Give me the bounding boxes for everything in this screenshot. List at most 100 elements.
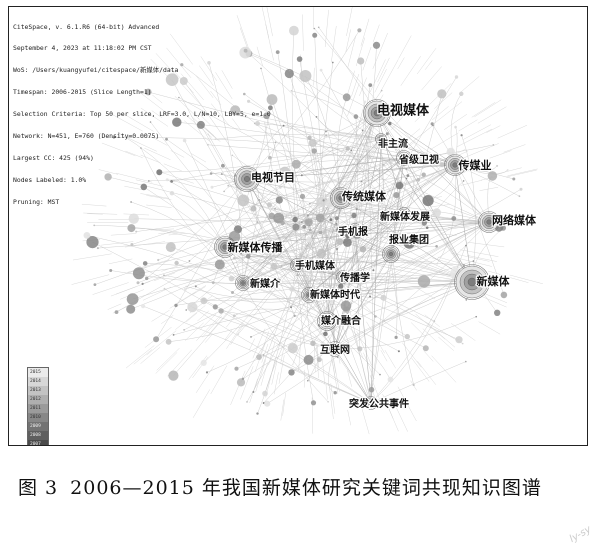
co-occurrence-edge (242, 199, 280, 284)
keyword-node (141, 282, 144, 285)
keyword-hub-node (307, 293, 311, 297)
co-occurrence-edge (196, 75, 214, 99)
legend-year: 2009 (28, 422, 48, 431)
co-occurrence-edge (417, 360, 437, 385)
keyword-node (316, 196, 327, 208)
co-occurrence-edge (354, 229, 361, 349)
keyword-node (498, 276, 500, 278)
co-occurrence-edge (97, 221, 490, 249)
co-occurrence-edge (192, 356, 209, 379)
co-occurrence-edge (347, 35, 356, 67)
keyword-node (279, 240, 283, 244)
keyword-hub-node (467, 277, 477, 287)
keyword-node (212, 304, 218, 310)
keyword-node (345, 146, 350, 151)
keyword-node (465, 299, 468, 301)
info-line: Largest CC: 425 (94%) (13, 153, 94, 162)
figure-title: 2006—2015 年我国新媒体研究关键词共现知识图谱 (70, 477, 542, 499)
keyword-label: 网络媒体 (492, 213, 537, 227)
keyword-hub-node (389, 252, 393, 256)
co-occurrence-edge (168, 233, 188, 236)
watermark: ly-sy (567, 523, 594, 546)
keyword-node (165, 242, 176, 253)
keyword-node (268, 105, 273, 111)
co-occurrence-edge (266, 7, 273, 37)
keyword-node (405, 177, 408, 180)
keyword-node (206, 143, 209, 146)
co-occurrence-edge (325, 9, 329, 47)
keyword-node (395, 181, 404, 190)
keyword-node (329, 218, 333, 222)
keyword-node (312, 32, 318, 38)
keyword-node (140, 183, 148, 191)
keyword-node (336, 356, 339, 359)
co-occurrence-edge (173, 281, 473, 336)
co-occurrence-edge (430, 204, 450, 208)
keyword-node (374, 315, 377, 318)
co-occurrence-edge (146, 178, 248, 279)
co-occurrence-edge (427, 323, 456, 348)
co-occurrence-edge (260, 362, 268, 386)
keyword-node (432, 208, 442, 217)
co-occurrence-edge (226, 312, 238, 328)
keyword-node (280, 220, 285, 226)
keyword-hub-node (486, 219, 492, 225)
keyword-node (273, 212, 285, 224)
keyword-node (221, 163, 225, 168)
network-map: 电视媒体 非主流 省级卫视 传媒业 电视节目 传统媒体 新媒体发展 网络媒体 手机报 报业集团 新媒… (8, 6, 588, 446)
keyword-node (257, 268, 261, 272)
keyword-node (327, 401, 329, 403)
keyword-hub-node (369, 401, 373, 405)
co-occurrence-edge (316, 116, 382, 140)
co-occurrence-edge (429, 132, 459, 151)
keyword-node (460, 134, 463, 137)
co-occurrence-edge (347, 370, 352, 387)
co-occurrence-edge (456, 128, 493, 148)
co-occurrence-edge (403, 144, 494, 159)
co-occurrence-edge (257, 264, 298, 414)
keyword-node (149, 121, 152, 123)
keyword-node (264, 284, 267, 288)
co-occurrence-edge (331, 25, 337, 63)
co-occurrence-edge (407, 104, 420, 117)
keyword-node (126, 293, 139, 305)
keyword-node (303, 354, 314, 365)
keyword-node (209, 172, 213, 175)
keyword-node (231, 154, 234, 157)
co-occurrence-edge (184, 120, 212, 143)
co-occurrence-edge (92, 282, 129, 295)
co-occurrence-edge (314, 345, 316, 372)
co-occurrence-edge (438, 336, 454, 351)
co-occurrence-edge (403, 157, 473, 283)
co-occurrence-edge (401, 103, 411, 115)
keyword-label: 手机报 (338, 225, 368, 238)
co-occurrence-edge (296, 264, 463, 344)
keyword-node (310, 400, 317, 406)
keyword-node (239, 46, 252, 59)
co-occurrence-edge (414, 111, 427, 123)
co-occurrence-edge (230, 239, 344, 278)
keyword-node (200, 297, 208, 305)
co-occurrence-edge (433, 101, 463, 124)
co-occurrence-edge (337, 201, 490, 223)
co-occurrence-edge (72, 253, 112, 261)
keyword-node (359, 180, 361, 183)
keyword-node (389, 161, 393, 165)
keyword-node (422, 345, 429, 352)
co-occurrence-edge (312, 142, 456, 166)
keyword-node (350, 149, 353, 152)
keyword-node (372, 269, 375, 272)
keyword-node (291, 159, 301, 169)
co-occurrence-edge (244, 93, 490, 223)
keyword-node (211, 281, 215, 285)
co-occurrence-edge (334, 105, 373, 350)
info-line: Network: N=451, E=760 (Density=0.0075) (13, 132, 160, 141)
keyword-hub-node (452, 162, 458, 168)
keyword-node (250, 205, 257, 212)
keyword-node (335, 247, 339, 251)
co-occurrence-edge (155, 352, 178, 374)
keyword-node (342, 93, 351, 102)
co-occurrence-edge (314, 28, 490, 223)
keyword-node (96, 247, 99, 250)
keyword-node (454, 75, 459, 79)
